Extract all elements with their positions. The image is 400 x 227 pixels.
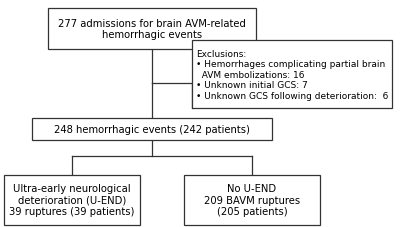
Bar [4, 175, 140, 225]
Text: 277 admissions for brain AVM-related
hemorrhagic events: 277 admissions for brain AVM-related hem… [58, 19, 246, 40]
Bar [184, 175, 320, 225]
Text: Exclusions:
• Hemorrhages complicating partial brain
  AVM embolizations: 16
• U: Exclusions: • Hemorrhages complicating p… [196, 50, 388, 100]
Bar [32, 118, 272, 141]
Text: Ultra-early neurological
deterioration (U-END)
39 ruptures (39 patients): Ultra-early neurological deterioration (… [9, 183, 135, 216]
Bar [48, 9, 256, 50]
Bar [192, 41, 392, 109]
Text: No U-END
209 BAVM ruptures
(205 patients): No U-END 209 BAVM ruptures (205 patients… [204, 183, 300, 216]
Text: 248 hemorrhagic events (242 patients): 248 hemorrhagic events (242 patients) [54, 124, 250, 134]
